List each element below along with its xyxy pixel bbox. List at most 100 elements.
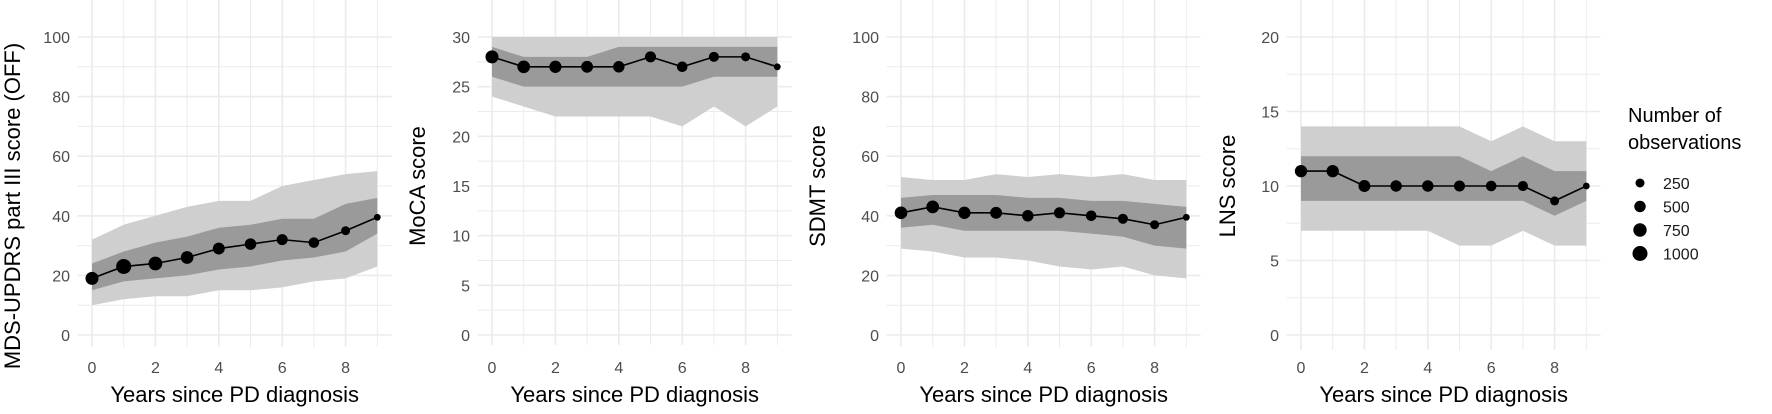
y-tick-label: 0 (61, 328, 70, 345)
legend-title: Number of (1628, 105, 1722, 127)
legend-title: observations (1628, 132, 1741, 154)
legend-label: 250 (1663, 176, 1690, 193)
legend-label: 1000 (1663, 247, 1699, 264)
data-point (341, 226, 351, 236)
panel-3: 0 20 40 60 80 100 0 2 4 6 8 Years since PD diagnosi… (805, 0, 1201, 407)
y-tick-label: 20 (861, 268, 879, 285)
data-point (926, 200, 940, 214)
data-point (1053, 207, 1066, 219)
data-point (549, 60, 562, 73)
data-point (613, 61, 625, 73)
x-axis-title: Years since PD diagnosis (1319, 382, 1568, 407)
x-tick-label: 2 (151, 360, 160, 377)
x-tick-label: 6 (278, 360, 287, 377)
x-tick-label: 6 (678, 360, 687, 377)
x-tick-label: 0 (897, 360, 906, 377)
y-tick-label: 15 (452, 179, 470, 196)
data-point (1390, 180, 1402, 192)
x-tick-label: 0 (88, 360, 97, 377)
data-point (116, 258, 132, 274)
data-point (1150, 220, 1160, 230)
data-point (276, 234, 288, 246)
data-point (1085, 210, 1097, 222)
x-tick-label: 8 (341, 360, 350, 377)
legend-key-point (1633, 223, 1647, 237)
panel-4: 0 5 10 15 20 0 2 4 6 8 Years since PD diagnosis LNS… (1215, 0, 1601, 407)
y-tick-label: 15 (1261, 105, 1279, 122)
y-tick-label: 0 (461, 328, 470, 345)
data-point (1022, 210, 1034, 222)
legend-label: 750 (1663, 223, 1690, 240)
inner-band (92, 197, 378, 291)
y-axis-title: MDS-UPDRS part III score (OFF) (0, 43, 25, 369)
y-tick-label: 5 (461, 278, 470, 295)
data-point (1294, 164, 1308, 178)
x-axis-title: Years since PD diagnosis (510, 382, 759, 407)
legend-key-point (1635, 178, 1645, 188)
y-axis-title: MoCA score (405, 126, 430, 246)
data-point (676, 61, 688, 73)
y-tick-label: 0 (870, 328, 879, 345)
y-tick-label: 100 (852, 30, 879, 47)
data-point (958, 206, 971, 219)
legend-label: 500 (1663, 200, 1690, 217)
data-point (1326, 164, 1339, 178)
legend: Number of observations 250 500 750 1000 (1628, 105, 1741, 264)
y-tick-label: 60 (52, 149, 70, 166)
legend-key-point (1634, 200, 1646, 213)
y-tick-label: 30 (452, 30, 470, 47)
data-point (644, 51, 657, 63)
data-point (1422, 180, 1434, 192)
y-tick-label: 100 (43, 30, 70, 47)
y-tick-label: 20 (1261, 30, 1279, 47)
data-point (85, 271, 99, 285)
y-axis-title: SDMT score (805, 125, 830, 247)
data-point (180, 251, 194, 264)
data-point (373, 213, 381, 221)
x-tick-label: 0 (1297, 360, 1306, 377)
data-point (708, 51, 719, 62)
mean-line (491, 56, 778, 68)
data-point (1182, 213, 1190, 221)
inner-band (492, 46, 778, 87)
data-point (773, 63, 781, 71)
data-point (581, 60, 594, 73)
mean-line (1301, 170, 1587, 202)
data-point (1485, 180, 1497, 192)
data-point (148, 256, 163, 271)
data-point (741, 52, 751, 62)
y-tick-label: 0 (1270, 328, 1279, 345)
y-tick-label: 10 (1261, 179, 1279, 196)
mean-line (900, 206, 1187, 226)
x-axis-title: Years since PD diagnosis (919, 382, 1168, 407)
x-tick-label: 6 (1087, 360, 1096, 377)
panel-1: 0 20 40 60 80 100 0 2 4 6 8 Years since PD diagnosi… (0, 0, 392, 407)
data-point (1550, 196, 1560, 206)
y-tick-label: 80 (861, 90, 879, 107)
y-tick-label: 10 (452, 229, 470, 246)
mean-line (91, 216, 378, 280)
data-point (1358, 180, 1371, 192)
y-tick-label: 40 (861, 209, 879, 226)
x-tick-label: 2 (1360, 360, 1369, 377)
panel-2: 0 5 10 15 20 25 30 0 2 4 6 8 Years since PD diagnosi… (405, 0, 792, 407)
data-point (1517, 180, 1528, 192)
y-tick-label: 20 (52, 268, 70, 285)
y-tick-label: 5 (1270, 254, 1279, 271)
y-axis-title: LNS score (1215, 135, 1240, 238)
y-tick-label: 20 (452, 129, 470, 146)
x-tick-label: 8 (741, 360, 750, 377)
data-point (1582, 182, 1590, 190)
inner-band (901, 194, 1187, 249)
x-tick-label: 2 (551, 360, 560, 377)
x-tick-label: 8 (1550, 360, 1559, 377)
y-tick-label: 60 (861, 149, 879, 166)
data-point (308, 237, 320, 248)
x-tick-label: 4 (214, 360, 223, 377)
data-point (1453, 180, 1466, 192)
x-tick-label: 4 (614, 360, 623, 377)
data-point (485, 50, 499, 64)
x-tick-label: 4 (1023, 360, 1032, 377)
x-tick-label: 2 (960, 360, 969, 377)
